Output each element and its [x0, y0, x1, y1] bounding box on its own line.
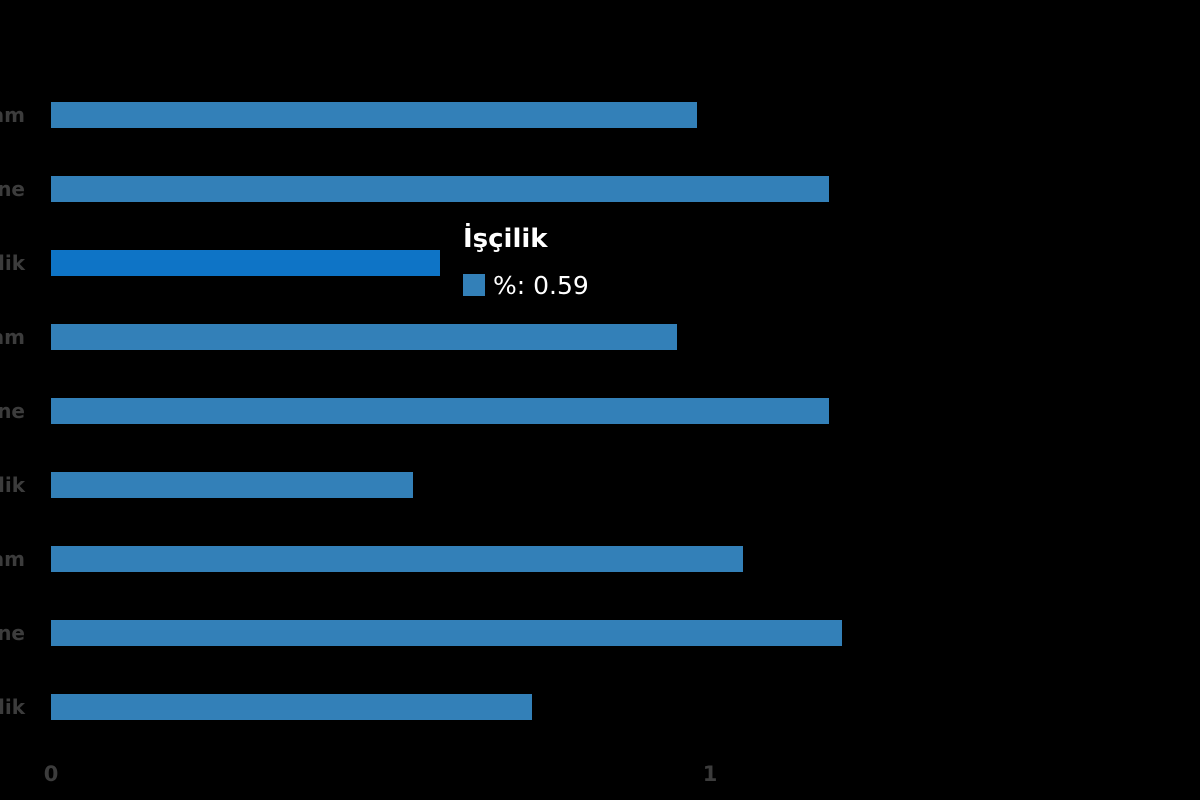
- y-axis-label-5: lik: [0, 473, 25, 497]
- bar-am-3[interactable]: [51, 324, 677, 350]
- tooltip-value: %: 0.59: [493, 270, 589, 300]
- x-tick-1: 1: [702, 762, 718, 786]
- y-axis-label-1: ne: [0, 177, 25, 201]
- bar-ne-1[interactable]: [51, 176, 829, 202]
- x-tick-0: 0: [43, 762, 59, 786]
- y-axis-label-4: ne: [0, 399, 25, 423]
- bar-ne-7[interactable]: [51, 620, 842, 646]
- bar-am-0[interactable]: [51, 102, 697, 128]
- y-axis-label-6: am: [0, 547, 25, 571]
- bar-am-6[interactable]: [51, 546, 743, 572]
- tooltip-title: İşçilik: [463, 224, 548, 254]
- y-axis-label-3: am: [0, 325, 25, 349]
- bar-ne-4[interactable]: [51, 398, 829, 424]
- y-axis-label-7: ne: [0, 621, 25, 645]
- bar-lik-8[interactable]: [51, 694, 532, 720]
- bar-lik-5[interactable]: [51, 472, 413, 498]
- tooltip-row: %: 0.59: [463, 271, 589, 300]
- bar-lik-2[interactable]: [51, 250, 440, 276]
- tooltip-series-swatch-icon: [463, 274, 485, 297]
- tooltip: İşçilik %: 0.59: [463, 225, 589, 300]
- y-axis-label-8: lik: [0, 695, 25, 719]
- y-axis-label-0: am: [0, 103, 25, 127]
- y-axis-label-2: lik: [0, 251, 25, 275]
